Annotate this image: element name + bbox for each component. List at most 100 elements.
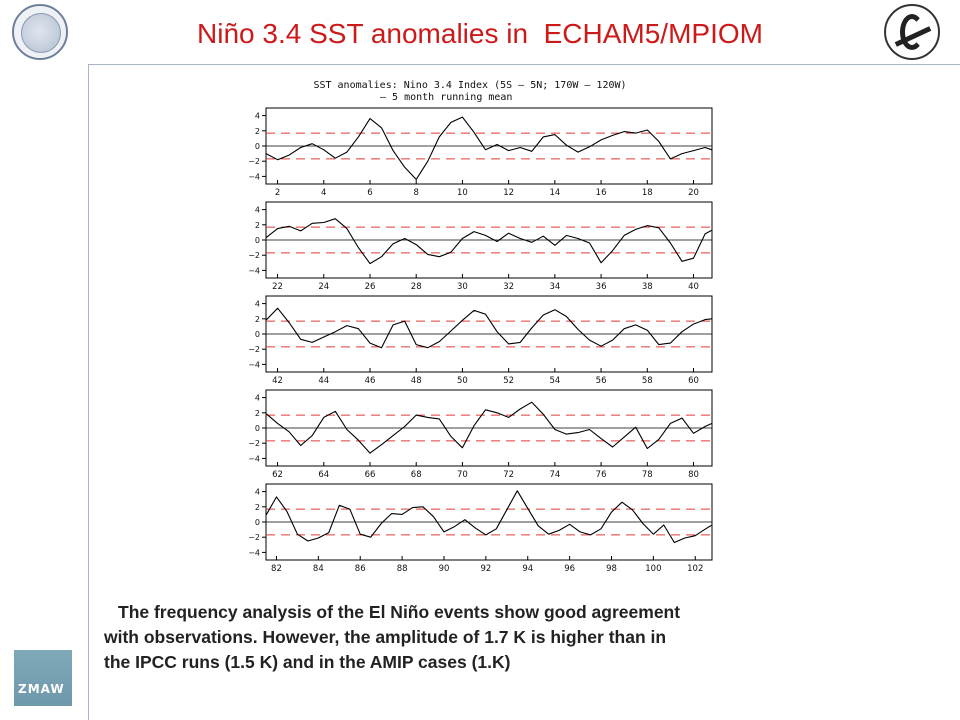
x-tick-label: 24 [318,282,329,292]
x-tick-label: 52 [503,376,514,386]
x-tick-label: 42 [272,376,283,386]
x-tick-label: 40 [688,282,699,292]
y-tick-label: 4 [255,206,260,215]
x-tick-label: 82 [271,564,282,574]
y-tick-label: 4 [255,300,260,309]
x-tick-label: 102 [687,564,703,574]
x-tick-label: 62 [272,470,283,480]
x-tick-label: 72 [503,470,514,480]
x-tick-label: 50 [457,376,468,386]
caption-line-1: The frequency analysis of the El Niño ev… [118,602,681,622]
x-tick-label: 60 [688,376,699,386]
x-tick-label: 100 [645,564,661,574]
x-tick-label: 26 [365,282,376,292]
x-tick-label: 54 [549,376,560,386]
x-tick-label: 34 [549,282,560,292]
y-tick-label: 0 [255,424,260,433]
x-tick-label: 64 [318,470,329,480]
sidebar-divider [88,64,89,720]
x-tick-label: 44 [318,376,329,386]
x-tick-label: 4 [321,188,326,198]
x-tick-label: 16 [596,188,607,198]
y-tick-label: −4 [248,266,260,275]
x-tick-label: 12 [503,188,514,198]
x-tick-label: 28 [411,282,422,292]
series-line [265,401,713,454]
slide-title: Niño 3.4 SST anomalies in ECHAM5/MPIOM [197,18,763,49]
y-tick-label: 2 [255,315,260,324]
y-tick-label: 4 [255,394,260,403]
x-tick-label: 30 [457,282,468,292]
x-tick-label: 22 [272,282,283,292]
x-tick-label: 68 [411,470,422,480]
x-tick-label: 92 [480,564,491,574]
x-tick-label: 58 [642,376,653,386]
chart-panel-1: −4 −2 0 2 4 2 4 6 8 10 12 14 16 18 20 [248,107,713,198]
x-tick-label: 6 [367,188,372,198]
caption-line-3: the IPCC runs (1.5 K) and in the AMIP ca… [104,652,511,672]
y-tick-label: −2 [248,157,260,166]
y-tick-label: −4 [248,172,260,181]
x-tick-label: 90 [439,564,450,574]
series-line [265,218,713,265]
x-tick-label: 66 [365,470,376,480]
y-tick-label: −4 [248,454,260,463]
x-tick-label: 70 [457,470,468,480]
series-line [265,490,713,544]
x-tick-label: 20 [688,188,699,198]
nino34-chart: SST anomalies: Nino 3.4 Index (5S – 5N; … [248,80,713,574]
x-tick-label: 98 [606,564,617,574]
x-tick-label: 80 [688,470,699,480]
y-tick-label: 2 [255,409,260,418]
institute-logo-icon [884,4,940,60]
y-tick-label: −2 [248,251,260,260]
y-tick-label: −4 [248,548,260,557]
x-tick-label: 8 [413,188,418,198]
max-planck-logo-icon [12,4,68,60]
chart-subtitle: – 5 month running mean [380,92,512,103]
y-tick-label: 2 [255,221,260,230]
caption-line-2: with observations. However, the amplitud… [104,627,667,647]
x-tick-label: 96 [564,564,575,574]
series-line [265,116,713,180]
x-tick-label: 84 [313,564,324,574]
y-tick-label: 0 [255,518,260,527]
x-tick-label: 14 [549,188,560,198]
y-tick-label: 2 [255,503,260,512]
header-divider [88,64,960,65]
y-tick-label: −4 [248,360,260,369]
x-tick-label: 48 [411,376,422,386]
x-tick-label: 36 [596,282,607,292]
x-tick-label: 2 [275,188,280,198]
y-tick-label: 4 [255,112,260,121]
x-tick-label: 56 [596,376,607,386]
x-tick-label: 88 [397,564,408,574]
y-tick-label: −2 [248,533,260,542]
chart-panel-4: −4 −2 0 2 4 62 64 66 68 70 72 74 76 78 80 [248,389,713,480]
x-tick-label: 18 [642,188,653,198]
y-tick-label: 0 [255,142,260,151]
y-tick-label: 2 [255,127,260,136]
x-tick-label: 86 [355,564,366,574]
x-tick-label: 76 [596,470,607,480]
x-tick-label: 94 [522,564,533,574]
x-tick-label: 74 [549,470,560,480]
chart-title: SST anomalies: Nino 3.4 Index (5S – 5N; … [313,80,626,91]
series-line [265,307,713,349]
caption: The frequency analysis of the El Niño ev… [104,600,904,675]
y-tick-label: −2 [248,439,260,448]
y-tick-label: 4 [255,488,260,497]
chart-panel-3: −4 −2 0 2 4 42 44 46 48 50 52 54 56 58 60 [248,295,713,386]
y-tick-label: 0 [255,236,260,245]
x-tick-label: 10 [457,188,468,198]
x-tick-label: 32 [503,282,514,292]
x-tick-label: 38 [642,282,653,292]
x-tick-label: 78 [642,470,653,480]
zmaw-logo-icon: ZMAW [14,650,72,706]
zmaw-logo-text: ZMAW [18,682,65,696]
y-tick-label: −2 [248,345,260,354]
chart-panel-5: −4 −2 0 2 4 82 84 86 88 90 92 94 96 98 100 102 [248,483,713,574]
y-tick-label: 0 [255,330,260,339]
